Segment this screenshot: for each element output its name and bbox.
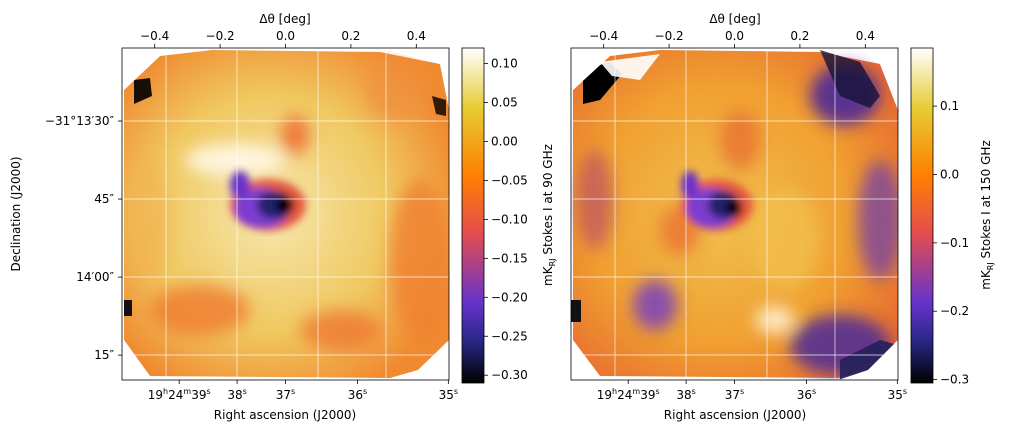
colorbar-tick-label: −0.30 bbox=[491, 368, 528, 382]
colorbar-tick-label: 0.00 bbox=[491, 134, 518, 148]
top-tick-label: −0.4 bbox=[589, 29, 618, 43]
bottom-axis-label-90ghz: Right ascension (J2000) bbox=[214, 408, 356, 422]
bottom-tick-label: 35s bbox=[439, 387, 458, 402]
colorbar-tick-label: 0.1 bbox=[940, 99, 959, 113]
bottom-tick-label: 19h24m39s bbox=[148, 387, 211, 402]
bottom-axis-90ghz: 19h24m39s 38s 37s 36s 35s bbox=[148, 380, 458, 402]
panel-90ghz: −0.4 −0.2 0.0 0.2 0.4 Δθ [deg] 19h24m39s 38s 3… bbox=[9, 12, 557, 422]
bottom-tick-label: 38s bbox=[227, 387, 246, 402]
colorbar-tick-label: 0.10 bbox=[491, 57, 518, 71]
colorbar-90ghz bbox=[461, 47, 485, 384]
heatmap-image-90ghz bbox=[122, 48, 449, 380]
left-tick-label: −31°13′30″ bbox=[45, 114, 115, 128]
colorbar-label-90ghz: mKRJ Stokes I at 90 GHz bbox=[541, 144, 557, 286]
left-axis-label-90ghz: Declination (J2000) bbox=[9, 156, 23, 271]
left-tick-label: 14′00″ bbox=[76, 270, 114, 284]
top-axis-label-150ghz: Δθ [deg] bbox=[709, 12, 760, 26]
bottom-tick-label: 35s bbox=[888, 387, 907, 402]
colorbar-tick-label: −0.10 bbox=[491, 212, 528, 226]
top-tick-label: 0.2 bbox=[790, 29, 809, 43]
top-tick-label: −0.4 bbox=[140, 29, 169, 43]
bottom-tick-label: 38s bbox=[676, 387, 695, 402]
colorbar-tick-label: −0.1 bbox=[940, 236, 969, 250]
colorbar-label-150ghz: mKRJ Stokes I at 150 GHz bbox=[979, 140, 995, 290]
top-axis-label-90ghz: Δθ [deg] bbox=[259, 12, 310, 26]
top-tick-label: 0.4 bbox=[407, 29, 426, 43]
top-tick-label: 0.0 bbox=[725, 29, 744, 43]
bottom-tick-label: 36s bbox=[797, 387, 816, 402]
heatmap-image-150ghz bbox=[571, 48, 898, 380]
left-tick-label: 45″ bbox=[94, 192, 114, 206]
left-axis-90ghz: −31°13′30″ 45″ 14′00″ 15″ bbox=[45, 114, 122, 362]
colorbar-tick-label: −0.05 bbox=[491, 173, 528, 187]
colorbar-tick-label: 0.05 bbox=[491, 96, 518, 110]
colorbar-ticks-90ghz: 0.10 0.05 0.00 −0.05 −0.10 −0.15 −0.20 −0.25 −0.… bbox=[484, 57, 528, 382]
panel-150ghz: −0.4 −0.2 0.0 0.2 0.4 Δθ [deg] 19h24m39s 38s 3… bbox=[570, 12, 995, 422]
colorbar-tick-label: 0.0 bbox=[940, 167, 959, 181]
bottom-tick-label: 36s bbox=[348, 387, 367, 402]
top-axis-150ghz: −0.4 −0.2 0.0 0.2 0.4 bbox=[589, 29, 875, 48]
bottom-tick-label: 37s bbox=[276, 387, 295, 402]
colorbar-tick-label: −0.15 bbox=[491, 251, 528, 265]
colorbar-tick-label: −0.25 bbox=[491, 329, 528, 343]
bottom-tick-label: 19h24m39s bbox=[597, 387, 660, 402]
colorbar-tick-label: −0.3 bbox=[940, 373, 969, 387]
top-tick-label: 0.2 bbox=[341, 29, 360, 43]
bottom-axis-label-150ghz: Right ascension (J2000) bbox=[664, 408, 806, 422]
top-tick-label: −0.2 bbox=[206, 29, 235, 43]
top-tick-label: −0.2 bbox=[655, 29, 684, 43]
bottom-axis-150ghz: 19h24m39s 38s 37s 36s 35s bbox=[597, 380, 907, 402]
left-tick-label: 15″ bbox=[94, 348, 114, 362]
colorbar-150ghz bbox=[910, 47, 934, 384]
top-axis-90ghz: −0.4 −0.2 0.0 0.2 0.4 bbox=[140, 29, 426, 48]
top-tick-label: 0.4 bbox=[856, 29, 875, 43]
colorbar-ticks-150ghz: 0.1 0.0 −0.1 −0.2 −0.3 bbox=[933, 99, 969, 387]
colorbar-tick-label: −0.2 bbox=[940, 304, 969, 318]
top-tick-label: 0.0 bbox=[276, 29, 295, 43]
bottom-tick-label: 37s bbox=[725, 387, 744, 402]
colorbar-tick-label: −0.20 bbox=[491, 290, 528, 304]
